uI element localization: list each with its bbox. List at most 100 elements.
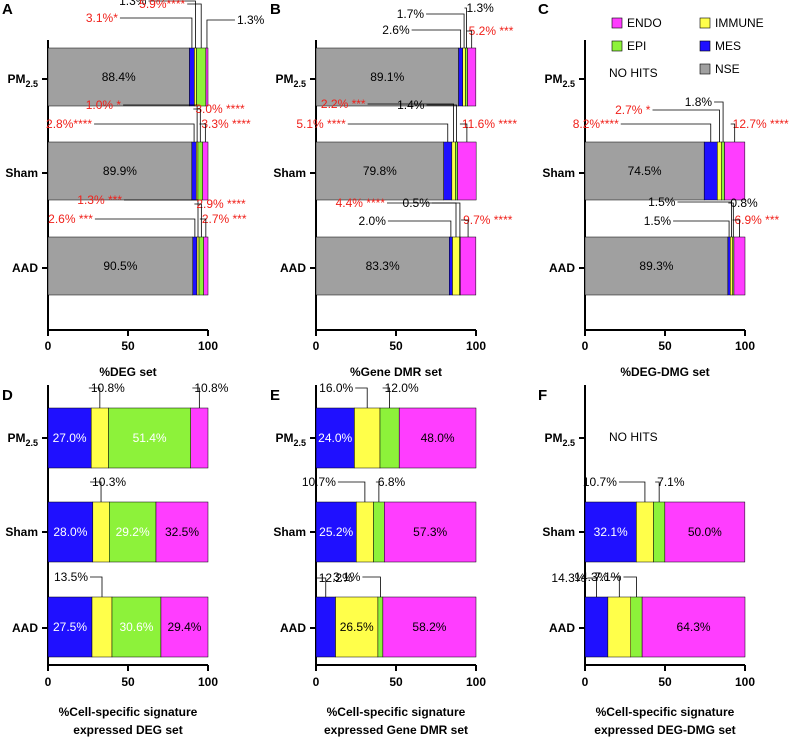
bar-segment-epi	[455, 141, 458, 201]
data-label: 32.5%	[165, 525, 199, 539]
data-label: 24.0%	[318, 431, 352, 445]
annotation-label: 1.3%	[237, 13, 265, 27]
category-label-aad: AAD	[549, 261, 575, 275]
annotation-label: 7.1%	[594, 570, 622, 584]
leader-line	[655, 481, 660, 502]
panel-F: F 0 50 100 %Cell-specific signature expressed…	[538, 385, 755, 737]
bar-segment-endo	[664, 501, 746, 563]
bar-segment-nse	[584, 236, 729, 296]
data-label: 32.1%	[594, 525, 628, 539]
category-label-sham: Sham	[273, 525, 306, 539]
bar-segment-epi	[465, 47, 468, 107]
bar-segment-endo	[398, 407, 477, 469]
legend-label-immune: IMMUNE	[715, 16, 764, 30]
bar-segment-epi	[109, 501, 157, 563]
x-axis-label: %Gene DMR set	[350, 365, 442, 379]
leader-line	[732, 219, 740, 237]
annotation-label: 2.6%	[382, 23, 410, 37]
leader-line	[199, 218, 207, 237]
bar-segment-epi	[721, 141, 725, 201]
leader-line	[610, 576, 620, 597]
bar-segment-endo	[190, 407, 209, 469]
bar-segment-immune	[462, 47, 466, 107]
x-tick-label: 50	[658, 675, 672, 689]
bar-segment-epi	[196, 47, 207, 107]
category-label-sham: Sham	[542, 166, 575, 180]
annotation-label: 12.7% ****	[733, 117, 789, 131]
data-label: 89.3%	[639, 259, 673, 273]
bar-segment-epi	[373, 501, 385, 563]
data-label: 57.3%	[413, 525, 447, 539]
bar-segment-mes	[315, 407, 355, 469]
data-label: 88.4%	[102, 70, 136, 84]
bar-segment-mes	[47, 501, 94, 563]
data-label: 28.0%	[53, 525, 87, 539]
annotation-label: 10.8%	[91, 381, 125, 395]
leader-line	[714, 101, 724, 142]
annotation-label: 6.8%	[378, 475, 406, 489]
annotation-label: 5.2% ***	[469, 24, 514, 38]
x-tick-label: 100	[466, 339, 486, 353]
bar-segment-mes	[703, 141, 718, 201]
category-label-aad: AAD	[280, 621, 306, 635]
bar-segment-mes	[191, 141, 197, 201]
leader-line	[387, 220, 452, 237]
leader-line	[728, 202, 734, 237]
bar-segment-immune	[607, 596, 632, 658]
bar-segment-mes	[47, 407, 92, 469]
bar-segment-nse	[47, 141, 193, 201]
panel-D: D 0 50 100 %Cell-specific signature expressed…	[2, 381, 229, 737]
x-tick-label: 50	[121, 675, 135, 689]
annotation-label: 10.7%	[302, 475, 336, 489]
data-label: 90.5%	[103, 259, 137, 273]
annotation-label: 3.1%*	[86, 11, 118, 25]
annotation-label: 3.3% ****	[201, 117, 251, 131]
annotation-label: 6.9% ***	[734, 213, 779, 227]
category-label-aad: AAD	[280, 261, 306, 275]
bar-segment-mes	[727, 236, 731, 296]
data-label: 27.0%	[53, 431, 87, 445]
panel-C: C 0 50 100 %DEG-DMG set PM2.5 Sham AAD NO HITS 74…	[538, 1, 789, 379]
leader-line	[316, 577, 327, 597]
panel-letter-C: C	[538, 1, 549, 18]
bar-segment-mes	[315, 501, 357, 563]
legend-label-epi: EPI	[627, 39, 646, 53]
bar-segment-mes	[192, 236, 198, 296]
leader-line	[199, 123, 206, 142]
data-label: 51.4%	[133, 431, 167, 445]
x-tick-label: 0	[313, 339, 320, 353]
bar-segment-epi	[377, 596, 384, 658]
bar-segment-endo	[641, 596, 746, 658]
annotation-label: 2.2% ***	[321, 97, 366, 111]
annotation-label: 2.7% *	[615, 103, 651, 117]
data-label: 29.2%	[116, 525, 150, 539]
leader-line	[730, 123, 736, 142]
category-label-pm25: PM2.5	[544, 431, 575, 448]
bar-segment-mes	[443, 141, 453, 201]
legend-swatch-mes	[699, 40, 711, 52]
x-tick-label: 100	[735, 339, 755, 353]
leader-line	[461, 219, 469, 237]
data-label: 79.8%	[363, 164, 397, 178]
bar-segment-mes	[584, 596, 609, 658]
annotation-label: 12.2%	[319, 571, 353, 585]
annotation-label: 1.5%	[648, 195, 676, 209]
leader-line	[347, 123, 449, 142]
leader-line	[411, 29, 462, 48]
data-label: 89.1%	[370, 70, 404, 84]
data-label: 50.0%	[688, 525, 722, 539]
x-tick-label: 0	[582, 675, 589, 689]
bar-segment-endo	[733, 236, 746, 296]
annotation-label: 5.1% ****	[296, 117, 346, 131]
annotation-label: 10.3%	[92, 475, 126, 489]
bar-segment-endo	[155, 501, 209, 563]
leader-line	[355, 387, 368, 408]
x-tick-label: 0	[45, 339, 52, 353]
leader-line	[677, 201, 732, 237]
category-label-sham: Sham	[273, 166, 306, 180]
category-label-pm25: PM2.5	[7, 72, 38, 89]
leader-line	[124, 199, 199, 237]
legend-label-nse: NSE	[715, 62, 740, 76]
bar-segment-immune	[356, 501, 374, 563]
bar-segment-mes	[584, 501, 637, 563]
